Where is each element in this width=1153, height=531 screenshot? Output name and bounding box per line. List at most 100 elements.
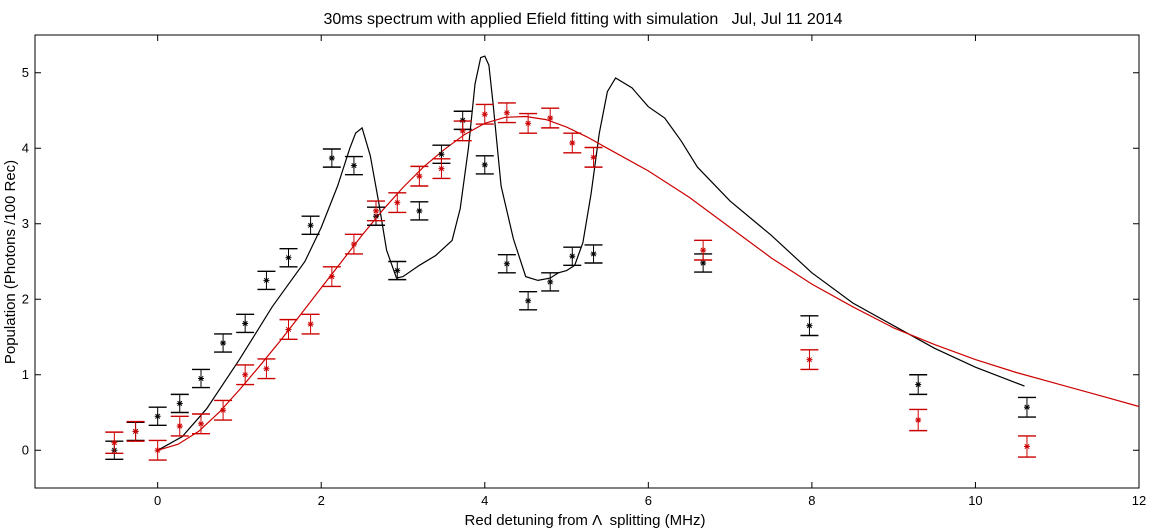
series-1-point (909, 408, 928, 432)
marker-stroke (394, 200, 400, 206)
series-0-point (475, 155, 494, 175)
y-tick-label: 5 (22, 65, 29, 80)
series-1-point (694, 239, 713, 261)
series-1-point (236, 364, 255, 386)
series-1-point (192, 413, 211, 435)
series-0-point (214, 333, 233, 353)
x-tick-label: 12 (1132, 493, 1146, 508)
series-0-point (170, 393, 189, 414)
marker-stroke (700, 260, 706, 266)
marker-stroke (133, 428, 139, 434)
series-3-line (157, 115, 1140, 451)
marker-stroke (285, 255, 292, 261)
x-tick-label: 8 (808, 493, 815, 508)
marker-stroke (263, 277, 269, 283)
y-tick-label: 0 (22, 442, 29, 457)
series-1-point (148, 439, 167, 461)
series-0-point (410, 201, 429, 221)
marker-stroke (460, 117, 466, 123)
series-0-point (584, 244, 603, 264)
marker-stroke (569, 140, 575, 146)
marker-stroke (590, 251, 597, 257)
marker-stroke (547, 115, 553, 121)
y-axis-label: Population (Photons /100 Rec) (2, 160, 19, 364)
marker-stroke (351, 241, 357, 247)
series-1-point (584, 146, 603, 168)
series-0-point (388, 260, 407, 281)
marker-stroke (155, 447, 161, 453)
marker-stroke (198, 375, 204, 382)
series-1-point (126, 420, 145, 442)
marker-stroke (482, 111, 488, 117)
marker-stroke (242, 320, 248, 326)
marker-stroke (525, 120, 531, 126)
series-1-point (410, 165, 429, 187)
marker-stroke (482, 162, 488, 168)
series-0-point (236, 313, 255, 334)
series-1-point (541, 107, 560, 129)
series-1-point (563, 132, 582, 154)
marker-stroke (329, 274, 335, 280)
marker-stroke (1024, 404, 1030, 410)
marker-stroke (308, 321, 314, 327)
series-1-point (388, 192, 407, 214)
x-tick-label: 2 (318, 493, 325, 508)
curves (157, 55, 1140, 451)
series-1-point (214, 399, 233, 421)
series-1-point (170, 415, 189, 437)
marker-stroke (438, 151, 444, 157)
marker-stroke (373, 208, 379, 214)
marker-stroke (394, 268, 400, 274)
x-tick-label: 10 (968, 493, 982, 508)
series-1-point (257, 358, 276, 380)
series-0-point (909, 374, 928, 396)
series-0-point (519, 291, 538, 311)
series-1-point (344, 233, 363, 255)
series-0-point (344, 155, 363, 176)
marker-stroke (504, 261, 510, 267)
series-1-point (367, 200, 386, 222)
marker-stroke (263, 366, 269, 372)
series-0-point (257, 270, 276, 291)
series-0-point (279, 247, 298, 268)
series-1-point (301, 313, 320, 335)
series-1-point (519, 112, 538, 134)
y-tick-label: 1 (22, 367, 29, 382)
marker-stroke (308, 222, 314, 228)
marker-stroke (220, 340, 226, 346)
series-1-point (322, 266, 341, 288)
series-0-point (301, 215, 320, 236)
marker-stroke (915, 417, 921, 423)
x-tick-label: 0 (154, 493, 161, 508)
marker-stroke (915, 382, 921, 388)
data-points (105, 102, 1036, 461)
marker-stroke (806, 357, 812, 363)
marker-stroke (525, 298, 531, 304)
marker-stroke (590, 154, 597, 160)
marker-stroke (460, 128, 466, 134)
marker-stroke (700, 247, 706, 253)
series-1-point (105, 431, 124, 454)
series-2-line (157, 55, 1025, 451)
marker-stroke (177, 423, 183, 429)
x-tick-label: 6 (645, 493, 652, 508)
series-1-point (453, 120, 472, 142)
series-1-point (279, 318, 298, 340)
x-tick-label: 4 (481, 493, 488, 508)
x-axis-label: Red detuning from Λ splitting (MHz) (465, 512, 706, 529)
marker-stroke (547, 279, 553, 285)
marker-stroke (351, 163, 357, 169)
marker-stroke (111, 440, 117, 446)
series-1-point (497, 102, 516, 124)
y-tick-label: 3 (22, 216, 29, 231)
marker-stroke (242, 372, 248, 378)
series-0-point (148, 406, 167, 427)
series-1-point (475, 103, 494, 125)
marker-stroke (416, 173, 422, 179)
series-1-point (432, 158, 451, 180)
marker-stroke (569, 253, 575, 259)
chart-title: 30ms spectrum with applied Efield fittin… (323, 11, 842, 28)
marker-stroke (806, 323, 812, 329)
series-1-point (800, 349, 819, 371)
